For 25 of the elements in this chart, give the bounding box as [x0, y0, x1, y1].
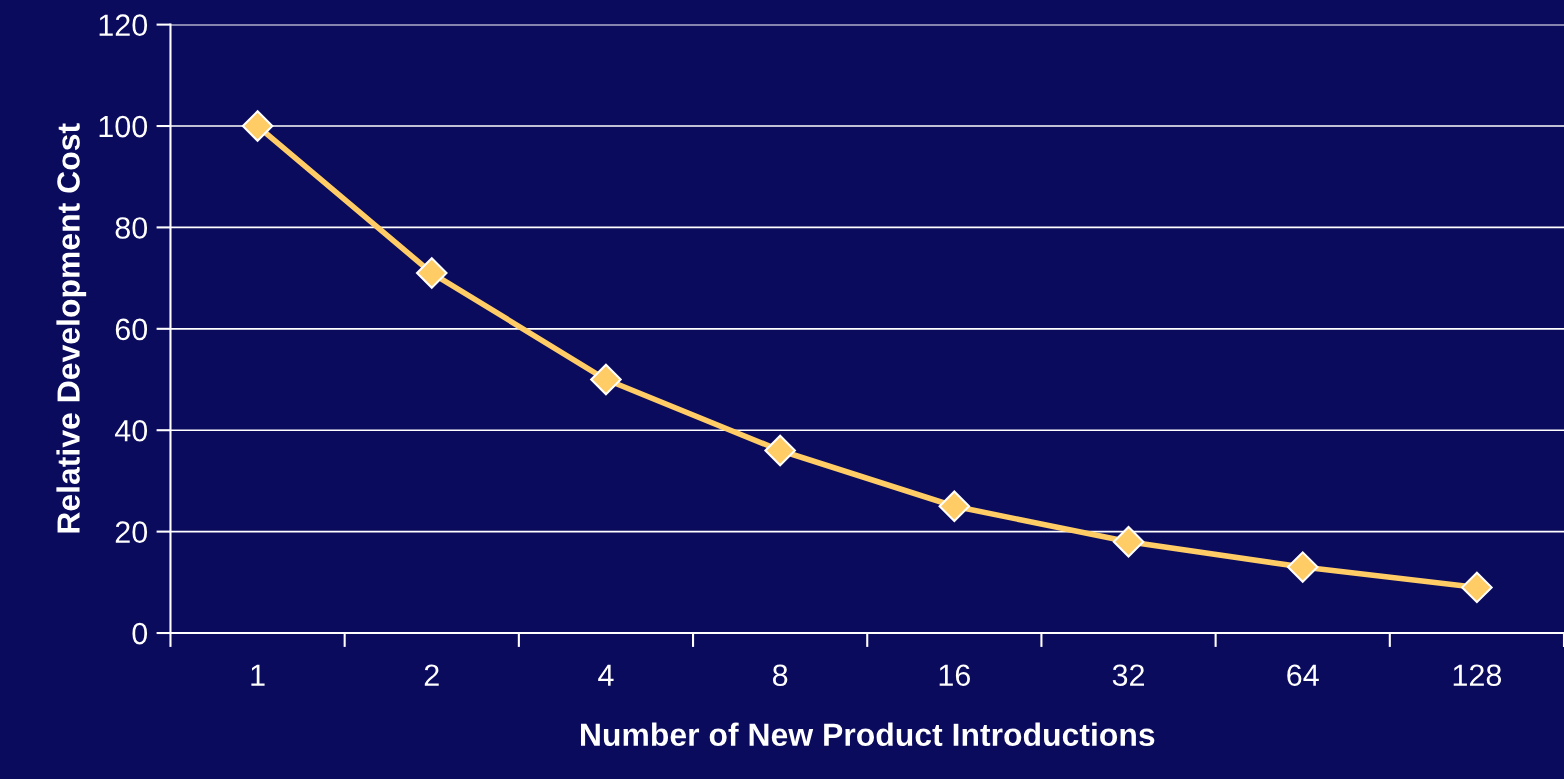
point: [1286, 551, 1319, 583]
y-tick-label: 100: [99, 115, 148, 138]
point: [415, 257, 448, 289]
point: [938, 490, 971, 523]
x-tick-label: 32: [1112, 664, 1144, 687]
y-tick-label: 60: [115, 318, 148, 341]
x-tick-label: 64: [1287, 664, 1319, 687]
x-axis-title: Number of New Product Introductions: [581, 722, 1155, 747]
y-tick-label: 40: [114, 419, 148, 442]
y-tick-label: 0: [132, 622, 148, 645]
x-tick-label: 128: [1453, 664, 1502, 687]
point: [764, 434, 796, 467]
point: [590, 363, 622, 396]
point: [1112, 525, 1145, 558]
y-tick-label: 80: [115, 217, 148, 239]
x-tick-label: 2: [424, 664, 439, 686]
y-axis-title: Relative Development Cost: [56, 123, 87, 533]
x-tick-label: 16: [939, 664, 970, 687]
y-tick-label: 20: [115, 521, 148, 543]
point: [241, 110, 274, 142]
point: [1461, 571, 1493, 604]
x-tick-label: 8: [772, 664, 788, 687]
x-tick-label: 4: [598, 664, 614, 686]
x-tick-label: 1: [251, 664, 265, 686]
y-tick-label: 120: [99, 14, 148, 36]
